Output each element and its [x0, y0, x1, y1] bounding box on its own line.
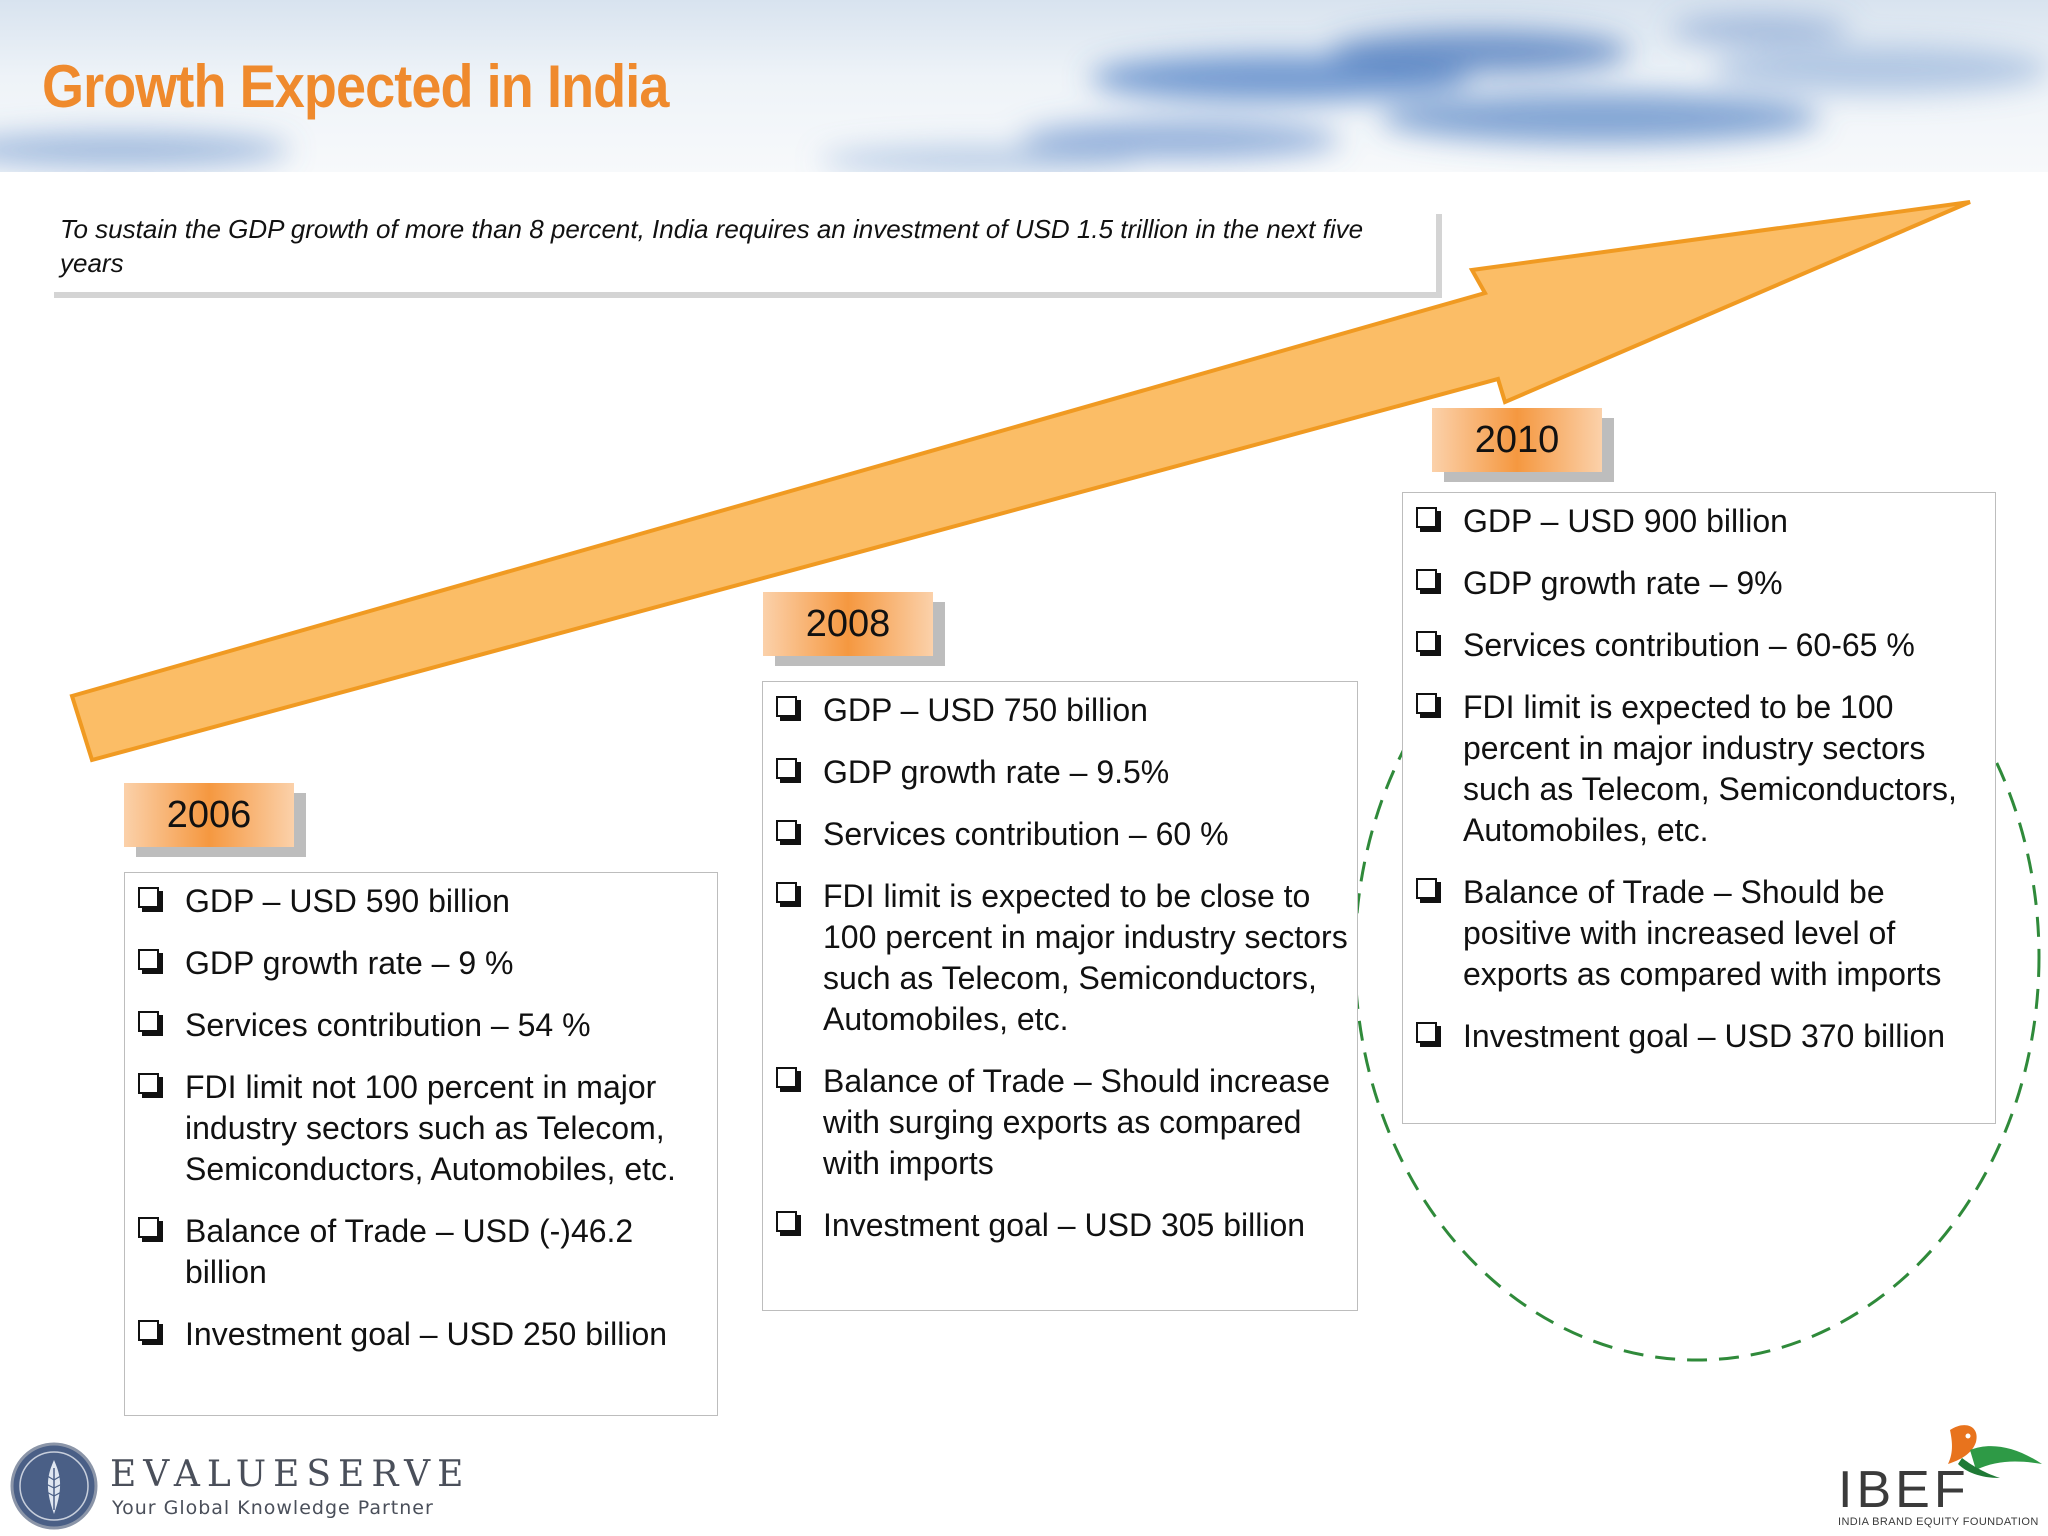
- year-box-2006: GDP – USD 590 billion GDP growth rate – …: [124, 872, 718, 1416]
- year-label: 2010: [1474, 419, 1560, 461]
- evalueserve-tagline: Your Global Knowledge Partner: [112, 1497, 434, 1519]
- list-item: Investment goal – USD 250 billion: [135, 1314, 709, 1355]
- sky-clouds-image: [0, 16, 2048, 172]
- ibef-name: IBEF: [1838, 1461, 1970, 1519]
- checkbox-bullet-icon: [1416, 631, 1437, 652]
- list-item: GDP growth rate – 9%: [1413, 563, 1987, 604]
- list-item: FDI limit is expected to be 100 percent …: [1413, 687, 1987, 851]
- intro-callout: To sustain the GDP growth of more than 8…: [48, 208, 1436, 292]
- checkbox-bullet-icon: [776, 1067, 797, 1088]
- list-item: GDP growth rate – 9 %: [135, 943, 709, 984]
- growth-arrow-icon: [69, 200, 1971, 763]
- list-item: FDI limit not 100 percent in major indus…: [135, 1067, 709, 1190]
- checkbox-bullet-icon: [1416, 878, 1437, 899]
- list-item: Services contribution – 60-65 %: [1413, 625, 1987, 666]
- list-item: GDP growth rate – 9.5%: [773, 752, 1349, 793]
- checkbox-bullet-icon: [138, 887, 159, 908]
- year-label: 2008: [805, 603, 891, 645]
- header-banner: Growth Expected in India: [0, 0, 2048, 172]
- year-tab-2006: 2006: [124, 783, 294, 847]
- list-item: Balance of Trade – USD (-)46.2 billion: [135, 1211, 709, 1293]
- year-label: 2006: [166, 794, 252, 836]
- checkbox-bullet-icon: [1416, 569, 1437, 590]
- checkbox-bullet-icon: [138, 949, 159, 970]
- checkbox-bullet-icon: [1416, 507, 1437, 528]
- list-item: GDP – USD 900 billion: [1413, 501, 1987, 542]
- bullet-list: GDP – USD 900 billion GDP growth rate – …: [1413, 501, 1987, 1057]
- year-box-2010: GDP – USD 900 billion GDP growth rate – …: [1402, 492, 1996, 1124]
- checkbox-bullet-icon: [776, 1211, 797, 1232]
- list-item: FDI limit is expected to be close to 100…: [773, 876, 1349, 1040]
- list-item: Balance of Trade – Should increase with …: [773, 1061, 1349, 1184]
- checkbox-bullet-icon: [138, 1011, 159, 1032]
- checkbox-bullet-icon: [776, 882, 797, 903]
- list-item: Investment goal – USD 305 billion: [773, 1205, 1349, 1246]
- ibef-subtitle: INDIA BRAND EQUITY FOUNDATION: [1838, 1516, 2039, 1528]
- list-item: Investment goal – USD 370 billion: [1413, 1016, 1987, 1057]
- palm-leaf-emblem-icon: [10, 1442, 98, 1530]
- ibef-logo: IBEF INDIA BRAND EQUITY FOUNDATION: [1830, 1420, 2045, 1532]
- bird-icon: [1948, 1425, 2042, 1478]
- checkbox-bullet-icon: [138, 1073, 159, 1094]
- list-item: Services contribution – 54 %: [135, 1005, 709, 1046]
- checkbox-bullet-icon: [1416, 1022, 1437, 1043]
- year-tab-2010: 2010: [1432, 408, 1602, 472]
- evalueserve-logo: EVALUESERVE Your Global Knowledge Partne…: [8, 1440, 463, 1530]
- checkbox-bullet-icon: [776, 696, 797, 717]
- evalueserve-name: EVALUESERVE: [110, 1454, 471, 1495]
- checkbox-bullet-icon: [1416, 693, 1437, 714]
- intro-text: To sustain the GDP growth of more than 8…: [60, 214, 1364, 278]
- list-item: GDP – USD 590 billion: [135, 881, 709, 922]
- checkbox-bullet-icon: [776, 820, 797, 841]
- year-tab-2008: 2008: [763, 592, 933, 656]
- year-box-2008: GDP – USD 750 billion GDP growth rate – …: [762, 681, 1358, 1311]
- bullet-list: GDP – USD 750 billion GDP growth rate – …: [773, 690, 1349, 1246]
- checkbox-bullet-icon: [138, 1320, 159, 1341]
- list-item: GDP – USD 750 billion: [773, 690, 1349, 731]
- checkbox-bullet-icon: [138, 1217, 159, 1238]
- list-item: Balance of Trade – Should be positive wi…: [1413, 872, 1987, 995]
- slide-title: Growth Expected in India: [42, 53, 669, 120]
- bullet-list: GDP – USD 590 billion GDP growth rate – …: [135, 881, 709, 1355]
- list-item: Services contribution – 60 %: [773, 814, 1349, 855]
- checkbox-bullet-icon: [776, 758, 797, 779]
